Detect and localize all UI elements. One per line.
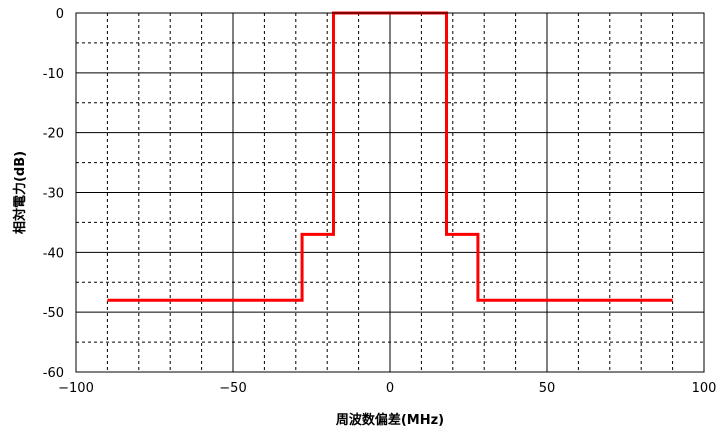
x-tick-label: 50 <box>539 381 556 396</box>
x-axis-title: 周波数偏差(MHz) <box>336 412 444 428</box>
y-axis-title: 相対電力(dB) <box>12 151 28 234</box>
y-tick-label: -30 <box>43 187 64 202</box>
y-tick-label: -10 <box>43 67 64 82</box>
y-tick-label: 0 <box>56 7 64 22</box>
x-tick-labels: −100 −50 0 50 100 <box>58 381 716 396</box>
y-tick-label: -20 <box>43 127 64 142</box>
plot-frame <box>75 12 705 373</box>
x-tick-label: 100 <box>692 381 717 396</box>
y-tick-labels: 0 -10 -20 -30 -40 -50 -60 <box>43 7 64 381</box>
y-tick-label: -60 <box>43 366 64 381</box>
x-tick-label: −100 <box>58 381 94 396</box>
x-tick-label: −50 <box>219 381 246 396</box>
y-tick-label: -50 <box>43 306 64 321</box>
y-tick-label: -40 <box>43 246 64 261</box>
grid <box>76 13 704 372</box>
x-tick-label: 0 <box>386 381 394 396</box>
